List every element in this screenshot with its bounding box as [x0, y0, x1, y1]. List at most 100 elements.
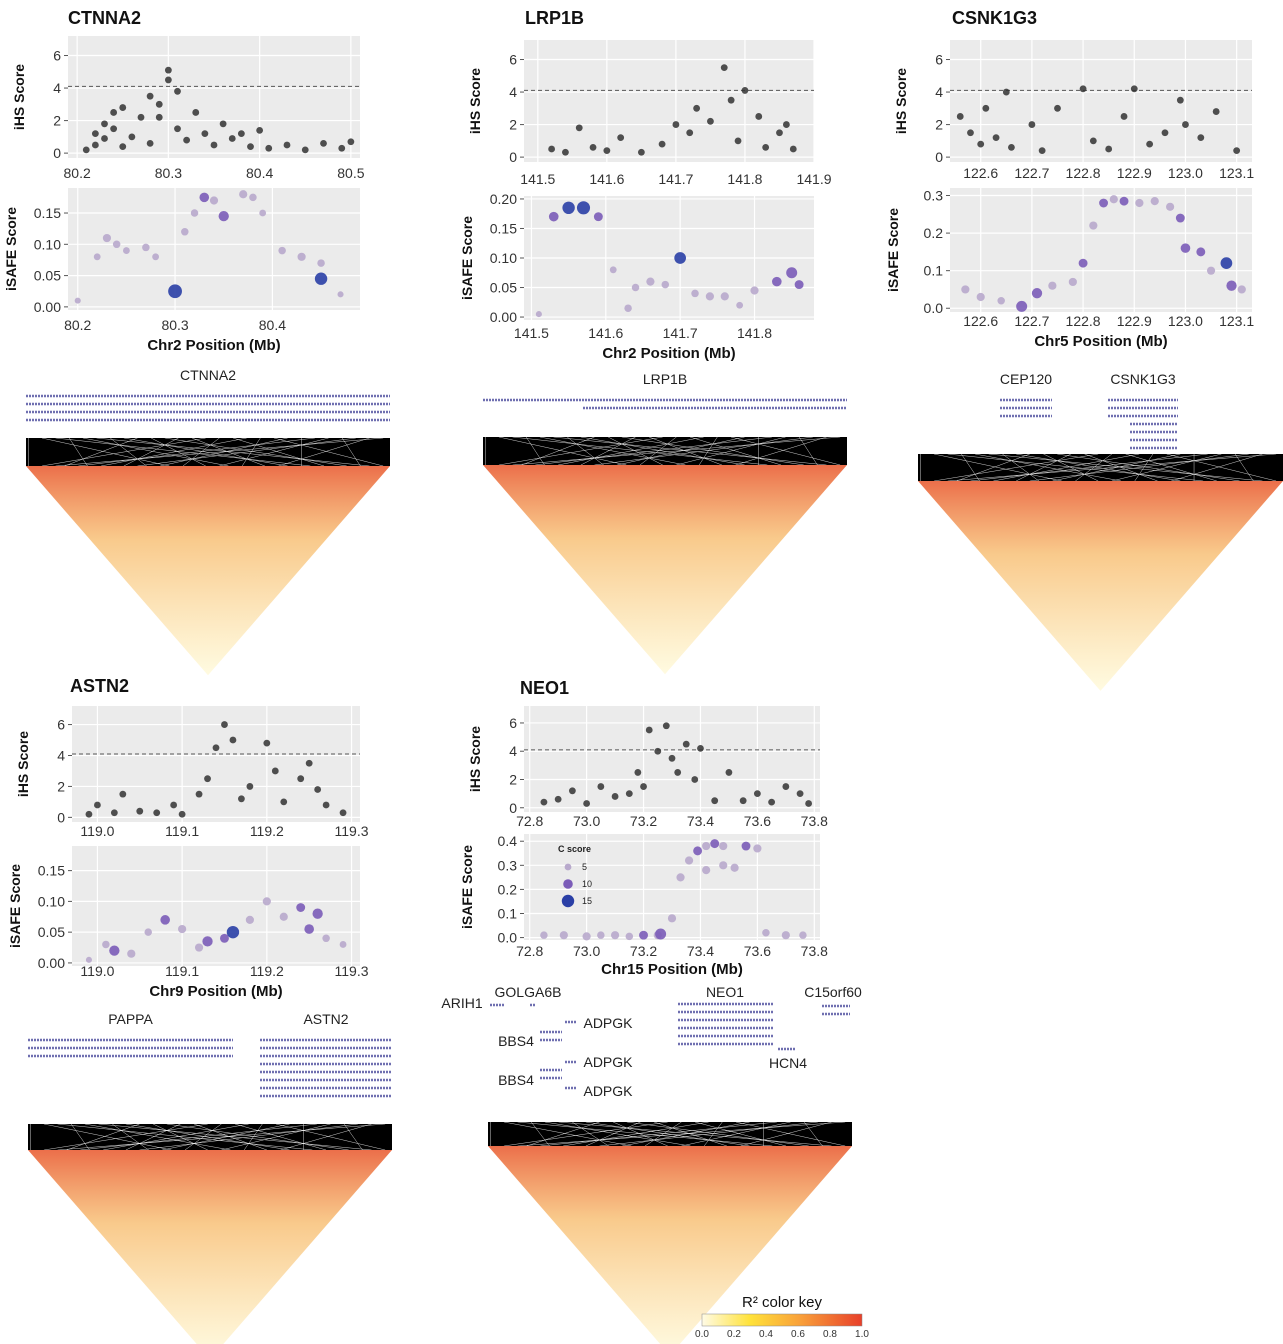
isafe-point	[259, 209, 267, 217]
ihs-point	[768, 798, 776, 806]
snp-connector	[84, 1123, 231, 1151]
ihs-point	[164, 66, 172, 74]
ihs-panel-bg	[72, 706, 360, 822]
isafe-point	[1196, 247, 1206, 257]
gene-label: BBS4	[498, 1072, 534, 1088]
isafe-point	[262, 897, 271, 906]
gene-label: CEP120	[1000, 371, 1052, 387]
isafe-point	[296, 903, 306, 912]
ihs-point	[256, 126, 264, 134]
ihs-x-tick-label: 80.2	[64, 165, 91, 181]
ihs-y-tick-label: 4	[509, 743, 517, 759]
isafe-point	[1237, 285, 1246, 294]
isafe-point	[702, 841, 711, 851]
isafe-y-tick-label: 0.00	[34, 299, 61, 315]
ihs-y-axis-label: iHS Score	[893, 68, 909, 134]
ihs-point	[101, 120, 108, 128]
ihs-point	[1161, 129, 1169, 137]
snp-connector	[503, 1121, 668, 1147]
snp-connector	[622, 1121, 750, 1147]
isafe-point	[1109, 195, 1118, 204]
gene-label: CSNK1G3	[1110, 371, 1176, 387]
isafe-x-tick-label: 141.5	[514, 325, 549, 341]
chart-group-lrp1b: LRP1B 141.5 141.6 141.7 141.8 141.9 0 2 4 6 iHS Sc…	[459, 8, 847, 675]
color-key-tick: 0.2	[727, 1329, 741, 1340]
isafe-point	[772, 276, 782, 287]
ihs-point	[91, 141, 99, 149]
snp-connector	[160, 437, 288, 467]
ihs-point	[164, 76, 172, 84]
snp-connector	[517, 1121, 846, 1147]
ihs-point	[1176, 96, 1184, 104]
snp-connector	[503, 1121, 632, 1147]
ihs-point	[977, 140, 985, 148]
snp-connector	[78, 437, 315, 467]
ihs-point	[982, 104, 990, 112]
isafe-point	[684, 856, 694, 865]
snp-connector	[594, 436, 813, 466]
isafe-point	[1099, 198, 1109, 208]
snp-connector	[540, 1121, 777, 1147]
snp-connector	[137, 437, 356, 467]
isafe-y-tick-label: 0.2	[924, 225, 944, 241]
isafe-point	[691, 289, 699, 298]
isafe-x-tick-label: 119.1	[165, 963, 199, 979]
ihs-x-tick-label: 122.7	[1014, 165, 1049, 181]
snp-connector	[344, 1123, 363, 1151]
ihs-point	[711, 797, 719, 805]
snp-connector	[221, 1123, 331, 1151]
isafe-point	[1166, 202, 1175, 211]
snp-connector	[123, 437, 179, 467]
snp-connector	[621, 436, 804, 466]
ihs-x-tick-label: 73.8	[801, 813, 828, 829]
isafe-point	[178, 924, 187, 934]
isafe-x-tick-label: 73.6	[744, 943, 771, 959]
snp-connector	[166, 1123, 349, 1151]
ihs-point	[693, 104, 701, 112]
ihs-point	[229, 736, 237, 744]
ihs-x-tick-label: 80.4	[246, 165, 273, 181]
snp-connector	[1075, 453, 1113, 482]
isafe-point	[548, 211, 559, 222]
ihs-point	[1120, 113, 1128, 120]
isafe-point	[661, 280, 670, 289]
ihs-point	[1182, 121, 1189, 128]
snp-connector	[644, 1121, 682, 1147]
ihs-point	[82, 146, 90, 154]
snp-connector	[689, 436, 782, 466]
legend-label: 5	[582, 862, 587, 872]
isafe-point	[220, 933, 229, 943]
gene-label: CTNNA2	[180, 367, 236, 383]
isafe-point	[109, 945, 120, 956]
isafe-point	[794, 280, 804, 290]
snp-connector	[191, 437, 265, 467]
snp-connector	[1043, 453, 1099, 482]
ihs-point	[1130, 85, 1138, 93]
isafe-y-axis-label: iSAFE Score	[3, 207, 19, 291]
snp-connector	[98, 1123, 372, 1151]
gene-label: ADPGK	[583, 1015, 633, 1031]
snp-connector	[162, 1123, 290, 1151]
ihs-point	[101, 135, 108, 142]
snp-connector	[66, 1123, 140, 1151]
isafe-point	[312, 908, 323, 919]
snp-connector	[41, 437, 170, 467]
isafe-point	[705, 292, 714, 301]
ihs-point	[128, 133, 136, 141]
snp-connector	[1029, 453, 1249, 482]
ihs-point	[228, 135, 236, 142]
snp-connector	[96, 437, 370, 467]
isafe-x-tick-label: 73.8	[801, 943, 828, 959]
color-key-bar	[701, 1313, 863, 1327]
isafe-y-tick-label: 0.3	[924, 188, 944, 204]
snp-connector	[974, 453, 1122, 482]
isafe-point	[239, 190, 248, 199]
ihs-point	[992, 134, 1000, 142]
ihs-point	[967, 129, 974, 137]
isafe-point	[304, 924, 314, 934]
snp-connector	[585, 1121, 641, 1147]
isafe-point	[799, 931, 807, 939]
chart-title: CTNNA2	[68, 8, 141, 28]
ihs-x-tick-label: 123.0	[1168, 165, 1203, 181]
isafe-point	[719, 841, 728, 851]
